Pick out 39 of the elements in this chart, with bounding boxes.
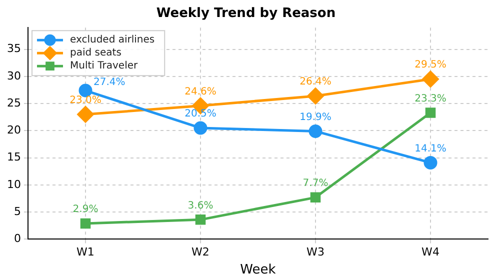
y-tick-label: 20 xyxy=(6,124,21,137)
point xyxy=(310,192,321,203)
y-tick-label: 30 xyxy=(6,69,21,82)
point xyxy=(307,88,324,104)
x-axis-title: Week xyxy=(240,262,276,278)
y-tick-label: 25 xyxy=(6,96,21,110)
chart-title: Weekly Trend by Reason xyxy=(156,6,336,22)
data-label: 27.4% xyxy=(93,77,126,88)
point xyxy=(195,214,206,225)
y-tick-label: 35 xyxy=(6,42,21,56)
point xyxy=(80,218,91,229)
data-label: 3.6% xyxy=(188,200,214,212)
legend-label: excluded airlines xyxy=(70,34,155,46)
point xyxy=(425,108,436,118)
point xyxy=(308,124,322,138)
x-tick-label: W4 xyxy=(422,246,440,259)
data-label: 26.4% xyxy=(300,76,332,88)
data-label: 23.3% xyxy=(414,93,446,104)
x-tick-label: W1 xyxy=(76,246,94,259)
data-label: 19.9% xyxy=(300,112,332,123)
x-tick-label: W2 xyxy=(192,246,210,259)
data-label: 29.5% xyxy=(414,60,446,71)
y-tick-label: 5 xyxy=(14,204,21,218)
y-tick-label: 0 xyxy=(14,232,21,246)
data-label: 7.7% xyxy=(302,178,328,190)
point xyxy=(194,121,208,135)
data-label: 23.0% xyxy=(70,95,102,106)
data-label: 14.1% xyxy=(414,143,446,154)
point xyxy=(422,70,439,88)
point xyxy=(424,156,438,170)
x-tick-label: W3 xyxy=(306,246,324,259)
data-label: 2.9% xyxy=(72,204,98,216)
legend-label: paid seats xyxy=(70,48,122,59)
y-tick-label: 15 xyxy=(6,150,21,164)
data-label: 24.6% xyxy=(184,86,216,98)
point xyxy=(77,106,94,123)
legend-label: Multi Traveler xyxy=(70,60,138,72)
data-label: 20.5% xyxy=(184,108,216,120)
y-tick-label: 10 xyxy=(6,178,21,191)
